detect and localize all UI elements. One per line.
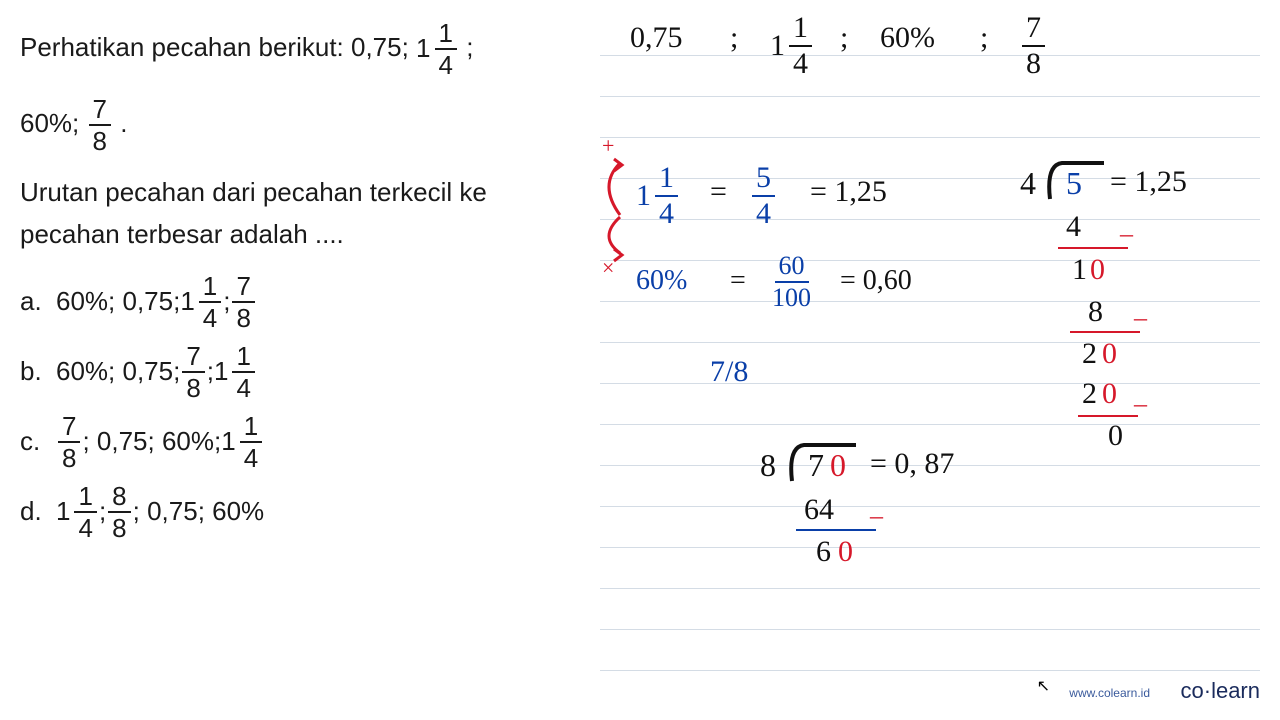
option-letter: d. <box>20 491 56 533</box>
hw-text: ; <box>730 21 738 55</box>
option-d[interactable]: d. 114 ; 88 ; 0,75; 60% <box>20 483 590 541</box>
hw-fraction: 54 <box>750 163 777 229</box>
hw-fraction: 60100 <box>770 253 813 311</box>
brand-logo: co·learn <box>1181 678 1260 704</box>
hw-text: 2 <box>1082 377 1097 411</box>
mixed-fraction: 114 <box>56 483 99 541</box>
text: ; <box>99 491 106 533</box>
text: 60%; 0,75; <box>56 351 180 393</box>
hw-minus: – <box>1120 219 1133 249</box>
question-line-3: Urutan pecahan dari pecahan terkecil ke … <box>20 172 590 255</box>
hw-text: = 1,25 <box>810 175 887 209</box>
work-panel: 0,75 ; 114 ; 60% ; 78 + × 114 = 54 = 1,2… <box>600 15 1260 705</box>
hw-times: × <box>602 255 614 281</box>
text: 60%; <box>20 108 87 138</box>
mixed-fraction: 114 <box>214 343 257 401</box>
option-a[interactable]: a. 60%; 0,75; 114 ; 78 <box>20 273 590 331</box>
hw-plus: + <box>602 133 614 159</box>
text: ; 0,75; 60% <box>133 491 265 533</box>
footer-url: www.colearn.id <box>1069 686 1150 700</box>
hw-text: 8 <box>1088 295 1103 329</box>
mixed-fraction: 114 <box>180 273 223 331</box>
hw-text: 4 <box>1066 210 1081 244</box>
hw-dividend: 0 <box>830 447 846 484</box>
text: Perhatikan pecahan berikut: 0,75; <box>20 32 416 62</box>
hw-mixed: 114 <box>636 163 680 229</box>
hw-text: 0 <box>838 535 853 569</box>
hw-text: 0 <box>1090 253 1105 287</box>
hw-mixed: 114 <box>770 13 814 79</box>
hw-text: ; <box>980 21 988 55</box>
mixed-fraction: 114 <box>221 413 264 471</box>
option-c[interactable]: c. 78 ; 0,75; 60%; 114 <box>20 413 590 471</box>
text: ; <box>207 351 214 393</box>
hw-text: 0,75 <box>630 21 683 55</box>
text: . <box>120 108 127 138</box>
cursor-icon: ↖ <box>1037 676 1050 696</box>
hw-dividend: 5 <box>1066 165 1082 202</box>
question-line-2: 60%; 78 . <box>20 96 590 154</box>
option-letter: b. <box>20 351 56 393</box>
mixed-fraction: 1 14 <box>416 20 459 78</box>
division-line <box>1078 415 1138 417</box>
annotation-arrows <box>590 145 640 265</box>
hw-minus: – <box>1134 389 1147 419</box>
division-line <box>1058 247 1128 249</box>
hw-text: 6 <box>816 535 831 569</box>
hw-eq: = <box>710 175 727 209</box>
text: ; <box>223 281 230 323</box>
hw-text: 1 <box>1072 253 1087 287</box>
hw-divisor: 8 <box>760 447 776 484</box>
fraction: 78 <box>182 343 204 401</box>
fraction: 78 <box>232 273 254 331</box>
hw-dividend: 7 <box>808 447 824 484</box>
division-line <box>1070 331 1140 333</box>
hw-text: 7/8 <box>710 355 748 389</box>
hw-text: 64 <box>804 493 834 527</box>
option-letter: c. <box>20 421 56 463</box>
division-line <box>796 529 876 531</box>
hw-text: = 1,25 <box>1110 165 1187 199</box>
option-letter: a. <box>20 281 56 323</box>
hw-minus: – <box>1134 303 1147 333</box>
fraction: 78 <box>58 413 80 471</box>
lined-paper-background <box>600 15 1260 705</box>
option-b[interactable]: b. 60%; 0,75; 78 ; 114 <box>20 343 590 401</box>
division-bar-icon <box>786 437 866 487</box>
hw-text: = 0, 87 <box>870 447 954 481</box>
hw-divisor: 4 <box>1020 165 1036 202</box>
hw-text: 0 <box>1102 377 1117 411</box>
hw-text: 60% <box>880 21 935 55</box>
text: 60%; 0,75; <box>56 281 180 323</box>
fraction-7-8: 78 <box>89 96 111 154</box>
hw-text: ; <box>840 21 848 55</box>
hw-eq: = <box>730 265 746 297</box>
hw-fraction: 78 <box>1020 13 1047 79</box>
hw-text: 2 <box>1082 337 1097 371</box>
hw-text: 0 <box>1102 337 1117 371</box>
hw-text: 60% <box>636 265 687 297</box>
text: ; 0,75; 60%; <box>82 421 221 463</box>
hw-text: = 0,60 <box>840 265 912 297</box>
question-line-1: Perhatikan pecahan berikut: 0,75; 1 14 ; <box>20 20 590 78</box>
hw-minus: – <box>870 501 883 531</box>
question-panel: Perhatikan pecahan berikut: 0,75; 1 14 ;… <box>20 20 590 553</box>
text: ; <box>466 32 473 62</box>
fraction: 88 <box>108 483 130 541</box>
hw-text: 0 <box>1108 419 1123 453</box>
